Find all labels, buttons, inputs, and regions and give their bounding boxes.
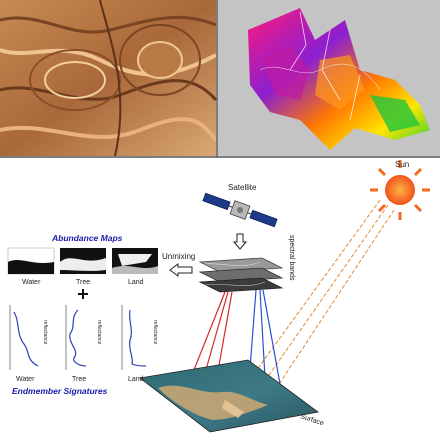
satellite-icon — [202, 192, 278, 228]
plot-axis-tree: reflectance — [96, 320, 102, 345]
plot-axis-water: reflectance — [42, 320, 48, 345]
plot-axis-land: reflectance — [152, 320, 158, 345]
aerial-photo — [0, 0, 218, 157]
spectral-bands-label: spectral bands — [288, 235, 295, 281]
abundance-label-water: Water — [22, 279, 41, 286]
abundance-map-land — [112, 248, 158, 274]
sun-label: Sun — [395, 160, 409, 169]
satellite-label: Satellite — [228, 183, 257, 192]
spectral-band-stack — [198, 257, 284, 293]
sun-icon — [370, 160, 430, 220]
abundance-maps-title: Abundance Maps — [51, 233, 123, 243]
abundance-map-water — [7, 247, 55, 275]
abundance-label-tree: Tree — [76, 279, 90, 286]
plus-icon — [78, 289, 88, 299]
terrain-3d-render — [218, 0, 440, 156]
surface-label: Surface — [299, 413, 324, 427]
endmember-plot-water: reflectance — [9, 305, 48, 370]
sun-rays — [234, 199, 395, 411]
surface-tile — [139, 359, 319, 433]
endmember-plot-tree: reflectance — [65, 305, 102, 370]
endmember-signatures-title: Endmember Signatures — [12, 386, 108, 396]
endmember-label-water: Water — [16, 376, 35, 383]
unmixing-label: Unmixing — [162, 252, 195, 261]
abundance-label-land: Land — [128, 279, 144, 286]
endmember-label-tree: Tree — [72, 376, 86, 383]
left-arrow-icon — [169, 263, 193, 277]
down-arrow-icon — [232, 233, 248, 250]
endmember-plot-land: reflectance — [121, 305, 158, 370]
endmember-labels: Water Tree Land — [16, 376, 144, 383]
abundance-map-tree — [60, 248, 106, 274]
abundance-labels: Water Tree Land — [22, 279, 144, 286]
endmember-label-land: Land — [128, 376, 144, 383]
